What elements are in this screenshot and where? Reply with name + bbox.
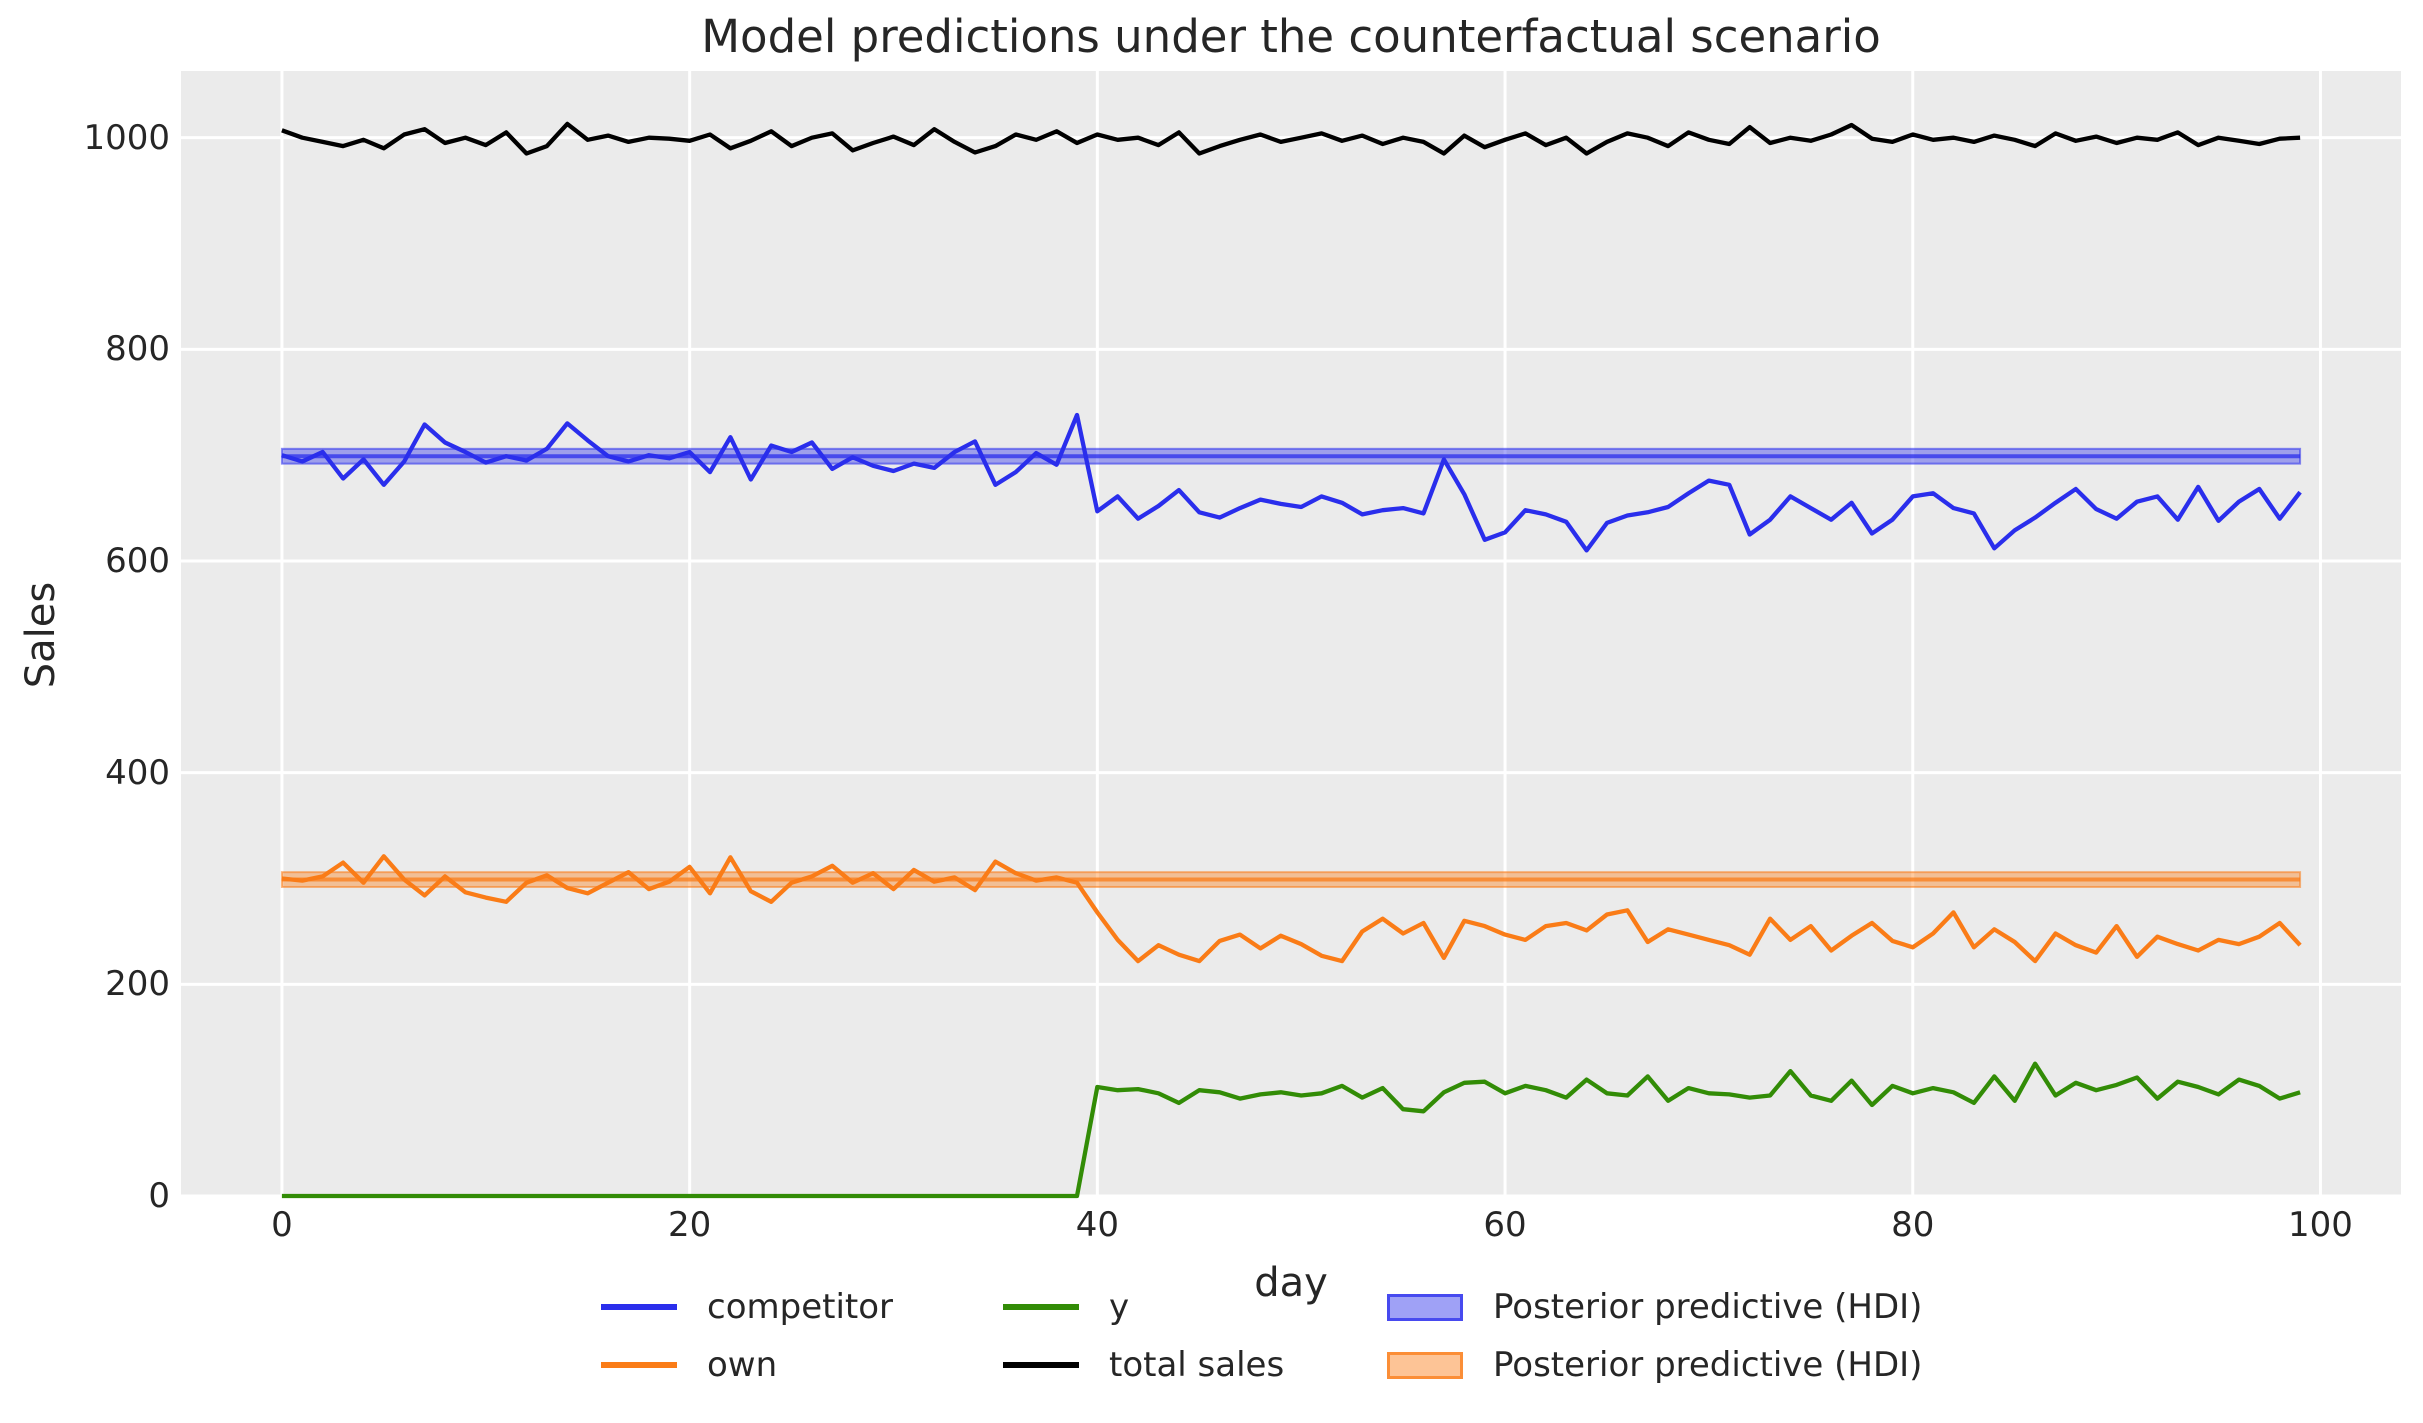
legend-line-swatch-own [601,1362,677,1368]
legend-patch-swatch-blue-hdi [1387,1293,1463,1321]
x-axis-label: day [1254,1260,1328,1306]
legend-label-posterior-predictive-hdi-orange: Posterior predictive (HDI) [1493,1345,1923,1385]
x-tick-label-20: 20 [667,1205,712,1245]
series-line-own [281,854,2302,964]
legend-label-competitor: competitor [707,1287,894,1327]
y-tick-label-400: 400 [105,752,170,793]
x-tick-label-0: 0 [271,1205,293,1245]
legend-line-swatch-total-sales [1003,1362,1079,1368]
chart-title: Model predictions under the counterfactu… [701,10,1881,63]
legend-item-posterior-predictive-hdi-orange: Posterior predictive (HDI) [1387,1345,1922,1385]
y-axis-label: Sales [18,581,64,689]
legend-item-total-sales: total sales [1003,1345,1284,1385]
y-tick-label-1000: 1000 [83,117,170,158]
series-line-competitor [281,412,2302,553]
y-tick-label-0: 0 [148,1176,170,1216]
legend-line-swatch-y [1003,1304,1079,1310]
legend-item-own: own [601,1345,777,1385]
legend-label-total-sales: total sales [1109,1345,1285,1385]
legend-item-posterior-predictive-hdi-blue: Posterior predictive (HDI) [1387,1287,1922,1327]
legend-label-y: y [1109,1287,1130,1327]
legend-item-competitor: competitor [601,1287,893,1327]
legend-line-swatch-competitor [601,1304,677,1310]
x-tick-label-60: 60 [1483,1205,1527,1245]
legend-label-posterior-predictive-hdi-blue: Posterior predictive (HDI) [1493,1287,1923,1327]
series-line-total-sales [281,121,2301,156]
x-tick-label-80: 80 [1891,1205,1935,1245]
legend-patch-swatch-orange-hdi [1387,1351,1463,1379]
plot-canvas [181,71,2401,1199]
y-tick-label-800: 800 [105,329,170,370]
series-line-y [281,1061,2301,1199]
legend-label-own: own [707,1345,778,1385]
plot-background [181,71,2401,1196]
x-tick-label-40: 40 [1075,1205,1119,1245]
x-tick-label-100: 100 [2288,1205,2353,1245]
y-tick-label-600: 600 [105,541,170,581]
legend-item-y: y [1003,1287,1129,1327]
plot-area [181,71,2401,1199]
y-tick-label-200: 200 [105,964,170,1005]
